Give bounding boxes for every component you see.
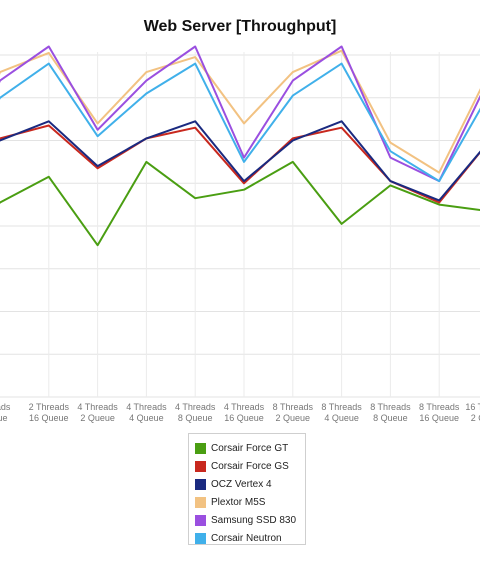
legend: Corsair Force GT Corsair Force GS OCZ Vert… [188,433,306,545]
legend-item: Corsair Neutron [195,529,305,547]
series-line-6 [0,62,480,183]
series-line-4 [0,49,480,174]
legend-swatch [195,478,206,490]
x-tick-label-line: 4 Threads [126,402,167,412]
x-tick-label: 8 Threads 2 Queue [273,402,314,423]
legend-label: Corsair Force GT [211,442,289,454]
x-tick-label-line: 4 Queue [129,413,164,423]
x-tick-label: 8 Threads 8 Queue [370,402,411,423]
legend-swatch [195,442,206,454]
series-line-2 [0,124,480,204]
legend-swatch [195,532,206,544]
x-tick-label-line: 1 Queue [0,413,8,423]
x-tick-label: 4 Threads 2 Queue [77,402,118,423]
x-tick-label-line: 16 Queue [224,413,264,423]
chart-title: Web Server [Throughput] [143,18,337,35]
x-tick-label-line: 4 Threads [224,402,265,412]
x-tick-label-line: 16 Threads [465,402,480,412]
legend-swatch [195,460,206,472]
x-tick-label: 8 Threads 16 Queue [419,402,460,423]
x-tick-label-line: 4 Threads [175,402,216,412]
x-tick-label-line: 8 Queue [373,413,408,423]
legend-label: Plextor M5S [211,496,266,508]
gridlines [0,52,480,398]
x-tick-label: 4 Threads 16 Queue [224,402,265,423]
x-tick-label: 2 Threads 16 Queue [29,402,70,423]
legend-label: Samsung SSD 830 [211,514,297,526]
x-tick-label-line: 2 Queue [471,413,480,423]
x-tick-label-line: 4 Threads [77,402,118,412]
x-tick-label-line: 8 Threads [419,402,460,412]
series-line-3 [0,120,480,202]
x-tick-label-line: 8 Threads [370,402,411,412]
series-lines [0,45,480,247]
x-tick-label-line: 2 Queue [276,413,311,423]
x-tick-label-line: 2 Threads [29,402,70,412]
x-tick-label: 4 Threads 4 Queue [126,402,167,423]
legend-swatch [195,514,206,526]
legend-item: Samsung SSD 830 [195,511,305,529]
series-line-1 [0,160,480,247]
x-tick-label-line: 1 Threads [0,402,11,412]
legend-swatch [195,496,206,508]
x-tick-label-line: 8 Queue [178,413,213,423]
legend-label: Corsair Neutron [211,532,282,544]
legend-label: Corsair Force GS [211,460,289,472]
legend-item: Corsair Force GS [195,457,305,475]
x-tick-label-line: 8 Threads [273,402,314,412]
x-tick-label: 4 Threads 8 Queue [175,402,216,423]
legend-item: OCZ Vertex 4 [195,475,305,493]
x-tick-label-line: 2 Queue [80,413,115,423]
x-tick-label-line: 16 Queue [29,413,69,423]
x-tick-label-line: 16 Queue [419,413,459,423]
x-tick-label: 8 Threads 4 Queue [321,402,362,423]
legend-item: Corsair Force GT [195,439,305,457]
x-tick-label-line: 8 Threads [321,402,362,412]
legend-item: Plextor M5S [195,493,305,511]
x-tick-label-line: 4 Queue [324,413,359,423]
legend-label: OCZ Vertex 4 [211,478,272,490]
